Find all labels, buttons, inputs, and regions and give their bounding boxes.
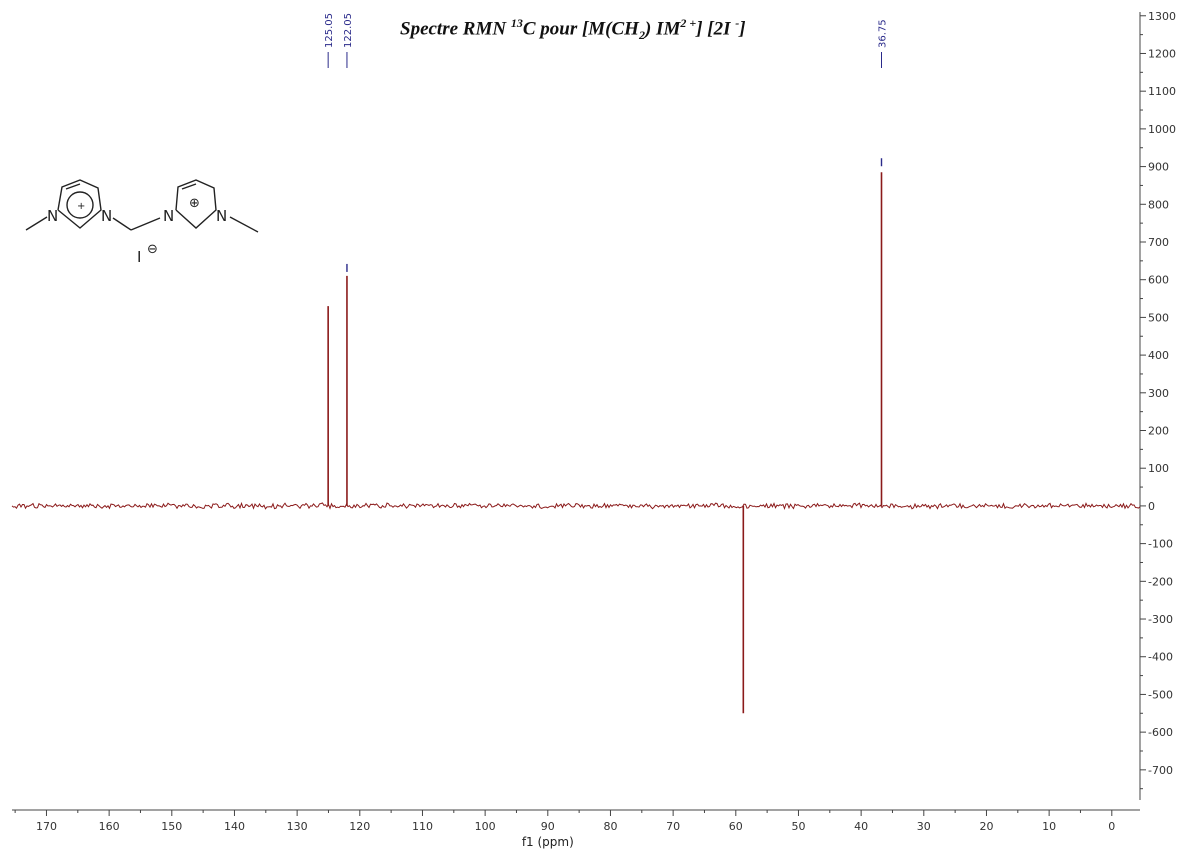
nitrogen-atom: N [101,207,112,225]
x-tick-label: 140 [224,820,245,833]
nitrogen-atom: N [216,207,227,225]
negative-charge-icon: ⊖ [147,242,158,257]
peak-label: 125.05 [324,13,335,48]
spectrum-series-line [11,501,1141,510]
chart-title: Spectre RMN 13C pour [M(CH2) IM2 +] [2I … [400,16,746,43]
molecule-structure [25,179,259,233]
y-tick-label: 600 [1148,274,1169,287]
iodide-counterion: I [137,248,141,266]
peak-lines [327,158,883,714]
x-axis-label: f1 (ppm) [522,835,574,849]
x-tick-label: 10 [1042,820,1056,833]
y-tick-label: -600 [1148,726,1173,739]
x-tick-label: 90 [541,820,555,833]
y-tick-label: 1100 [1148,85,1176,98]
x-tick-label: 160 [99,820,120,833]
y-tick-label: 500 [1148,311,1169,324]
x-tick-label: 130 [287,820,308,833]
nitrogen-atom: N [47,207,58,225]
x-tick-label: 50 [791,820,805,833]
x-tick-label: 40 [854,820,868,833]
y-tick-label: 300 [1148,387,1169,400]
x-tick-label: 20 [979,820,993,833]
y-tick-label: -100 [1148,538,1173,551]
y-tick-label: -500 [1148,688,1173,701]
x-tick-label: 110 [412,820,433,833]
x-tick-label: 80 [603,820,617,833]
x-tick-label: 30 [917,820,931,833]
aromatic-ring-circle [66,191,94,219]
y-tick-label: -700 [1148,764,1173,777]
x-axis: 170 160 150 140 130 120 110 100 90 80 70 60 50 40 30 20… [12,809,1140,833]
y-tick-label: 100 [1148,462,1169,475]
y-tick-label: 1200 [1148,47,1176,60]
y-tick-label: 1300 [1148,10,1176,23]
y-tick-label: -200 [1148,575,1173,588]
x-tick-label: 0 [1108,820,1115,833]
y-tick-label: -400 [1148,651,1173,664]
y-tick-label: 400 [1148,349,1169,362]
x-tick-label: 70 [666,820,680,833]
x-tick-label: 100 [475,820,496,833]
y-axis: 1300120011001000900800700600500400300200… [1139,10,1176,800]
y-tick-label: 800 [1148,198,1169,211]
peak-label: 36.75 [878,19,889,48]
peak-labels: 125.05 122.05 36.75 [324,13,889,68]
x-tick-label: 150 [161,820,182,833]
y-tick-label: 900 [1148,161,1169,174]
x-tick-label: 60 [729,820,743,833]
x-tick-label: 170 [36,820,57,833]
nitrogen-atom: N [163,207,174,225]
ring-charge-dot: + [77,201,85,212]
positive-charge-icon: ⊕ [189,196,200,211]
y-tick-label: -300 [1148,613,1173,626]
y-tick-label: 200 [1148,425,1169,438]
y-tick-label: 700 [1148,236,1169,249]
y-tick-label: 1000 [1148,123,1176,136]
x-tick-label: 120 [349,820,370,833]
y-tick-label: 0 [1148,500,1155,513]
structure-labels: N N N N I ⊖ ⊕ + [47,196,227,266]
peak-label: 122.05 [343,13,354,48]
